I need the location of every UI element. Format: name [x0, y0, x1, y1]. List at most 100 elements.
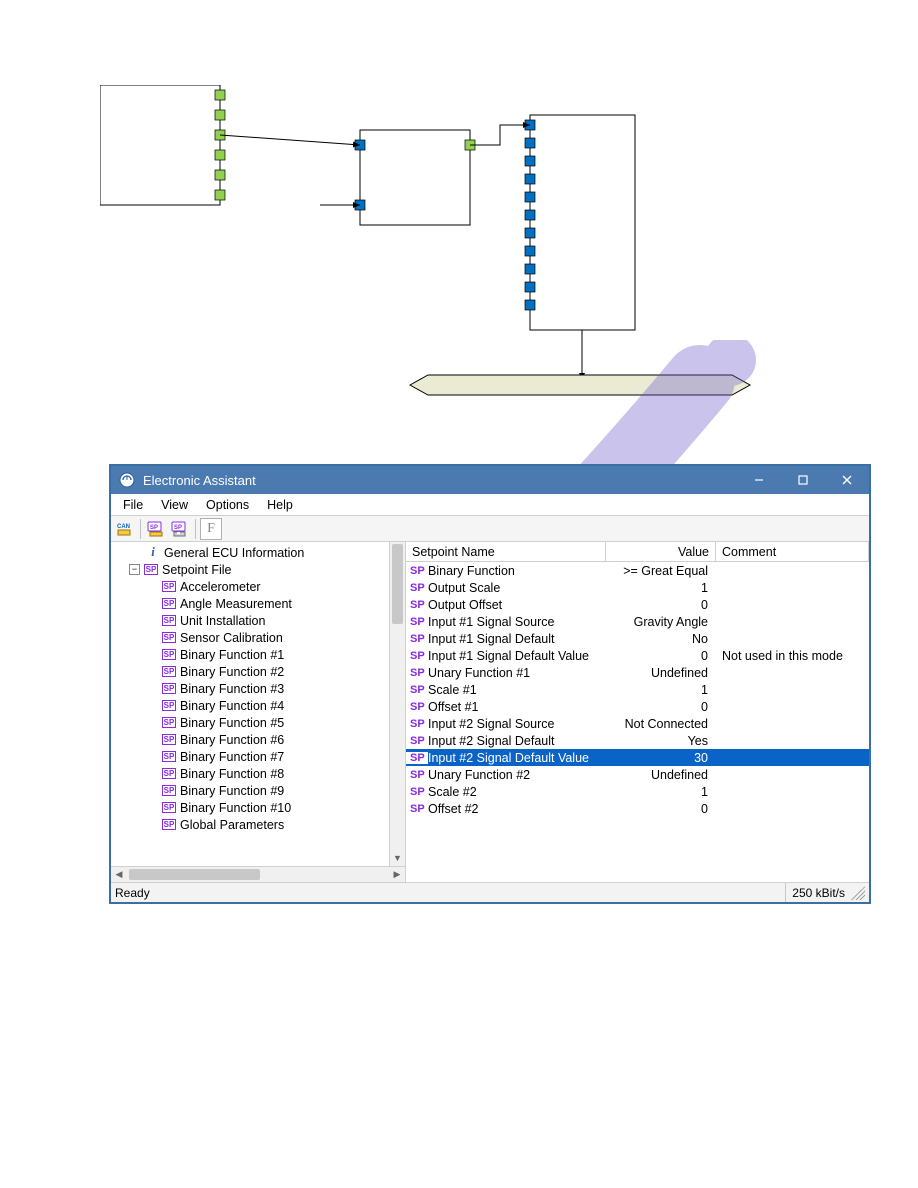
grid-row[interactable]: SPInput #1 Signal SourceGravity Angle: [406, 613, 869, 630]
tree-item-7[interactable]: SPBinary Function #4: [115, 697, 389, 714]
sp-prefix: SP: [406, 650, 428, 662]
grid-row[interactable]: SPUnary Function #2Undefined: [406, 766, 869, 783]
toolbar-sp-save-icon[interactable]: SP: [169, 518, 191, 540]
tree-label: Binary Function #2: [180, 665, 284, 679]
cell-name: Input #1 Signal Default: [428, 632, 606, 646]
tree-item-0[interactable]: SPAccelerometer: [115, 578, 389, 595]
cell-name: Offset #1: [428, 700, 606, 714]
tree-label: Binary Function #10: [180, 801, 291, 815]
tree-label: Binary Function #3: [180, 682, 284, 696]
toolbar-f-button[interactable]: F: [200, 518, 222, 540]
grid-row[interactable]: SPScale #11: [406, 681, 869, 698]
cell-value: 0: [606, 700, 716, 714]
cell-name: Input #2 Signal Default: [428, 734, 606, 748]
tree-item-5[interactable]: SPBinary Function #2: [115, 663, 389, 680]
tree-label: General ECU Information: [164, 546, 304, 560]
grid-row[interactable]: SPOffset #10: [406, 698, 869, 715]
cell-value: Gravity Angle: [606, 615, 716, 629]
grid-row[interactable]: SPInput #2 Signal SourceNot Connected: [406, 715, 869, 732]
tree-item-6[interactable]: SPBinary Function #3: [115, 680, 389, 697]
menu-file[interactable]: File: [115, 496, 151, 514]
toolbar: CAN SP SP F: [111, 516, 869, 542]
menu-help[interactable]: Help: [259, 496, 301, 514]
sp-prefix: SP: [406, 786, 428, 798]
grid-panel: Setpoint Name Value Comment SPBinary Fun…: [406, 542, 869, 882]
tree-view[interactable]: iGeneral ECU Information−SPSetpoint File…: [111, 542, 389, 866]
tree-item-11[interactable]: SPBinary Function #8: [115, 765, 389, 782]
tree-item-13[interactable]: SPBinary Function #10: [115, 799, 389, 816]
tree-label: Binary Function #7: [180, 750, 284, 764]
sp-prefix: SP: [406, 565, 428, 577]
tree-setpoint-file[interactable]: −SPSetpoint File: [115, 561, 389, 578]
tree-item-10[interactable]: SPBinary Function #7: [115, 748, 389, 765]
window-title: Electronic Assistant: [143, 473, 256, 488]
tree-label: Angle Measurement: [180, 597, 292, 611]
tree-item-4[interactable]: SPBinary Function #1: [115, 646, 389, 663]
minimize-button[interactable]: [737, 466, 781, 494]
toolbar-f-label: F: [207, 521, 215, 537]
tree-label: Binary Function #9: [180, 784, 284, 798]
tree-item-14[interactable]: SPGlobal Parameters: [115, 816, 389, 833]
cell-name: Input #1 Signal Default Value: [428, 649, 606, 663]
cell-value: Yes: [606, 734, 716, 748]
sp-icon: SP: [161, 648, 177, 662]
tree-item-9[interactable]: SPBinary Function #6: [115, 731, 389, 748]
cell-name: Input #1 Signal Source: [428, 615, 606, 629]
titlebar[interactable]: Electronic Assistant: [111, 466, 869, 494]
grid-row[interactable]: SPOutput Offset0: [406, 596, 869, 613]
tree-scrollbar-vertical[interactable]: ▲ ▼: [389, 542, 405, 866]
col-comment[interactable]: Comment: [716, 542, 869, 561]
cell-name: Input #2 Signal Default Value: [428, 751, 606, 765]
sp-icon: SP: [161, 801, 177, 815]
grid-row[interactable]: SPOffset #20: [406, 800, 869, 817]
tree-item-2[interactable]: SPUnit Installation: [115, 612, 389, 629]
setpoint-grid[interactable]: Setpoint Name Value Comment SPBinary Fun…: [406, 542, 869, 882]
menu-options[interactable]: Options: [198, 496, 257, 514]
toolbar-can-icon[interactable]: CAN: [114, 518, 136, 540]
cell-name: Unary Function #1: [428, 666, 606, 680]
tree-item-3[interactable]: SPSensor Calibration: [115, 629, 389, 646]
scroll-thumb[interactable]: [392, 544, 403, 624]
sp-prefix: SP: [406, 684, 428, 696]
tree-general-info[interactable]: iGeneral ECU Information: [115, 544, 389, 561]
scroll-down-icon[interactable]: ▼: [390, 850, 405, 866]
tree-label: Binary Function #1: [180, 648, 284, 662]
sp-icon: SP: [161, 767, 177, 781]
grid-row[interactable]: SPInput #2 Signal Default Value30: [406, 749, 869, 766]
tree-item-8[interactable]: SPBinary Function #5: [115, 714, 389, 731]
grid-row[interactable]: SPInput #2 Signal DefaultYes: [406, 732, 869, 749]
grid-row[interactable]: SPInput #1 Signal DefaultNo: [406, 630, 869, 647]
cell-value: >= Great Equal: [606, 564, 716, 578]
menubar: File View Options Help: [111, 494, 869, 516]
grid-row[interactable]: SPUnary Function #1Undefined: [406, 664, 869, 681]
cell-name: Input #2 Signal Source: [428, 717, 606, 731]
status-text: Ready: [115, 886, 150, 900]
cell-value: No: [606, 632, 716, 646]
sp-prefix: SP: [406, 701, 428, 713]
col-name[interactable]: Setpoint Name: [406, 542, 606, 561]
scroll-left-icon[interactable]: ◀: [111, 869, 127, 880]
tree-scrollbar-horizontal[interactable]: ◀ ▶: [111, 866, 405, 882]
maximize-button[interactable]: [781, 466, 825, 494]
collapse-icon[interactable]: −: [129, 564, 140, 575]
sp-icon: SP: [161, 699, 177, 713]
resize-grip-icon[interactable]: [851, 886, 865, 900]
close-button[interactable]: [825, 466, 869, 494]
tree-item-1[interactable]: SPAngle Measurement: [115, 595, 389, 612]
tree-item-12[interactable]: SPBinary Function #9: [115, 782, 389, 799]
scroll-thumb-h[interactable]: [129, 869, 260, 880]
sp-prefix: SP: [406, 582, 428, 594]
sp-icon: SP: [161, 631, 177, 645]
cell-value: 1: [606, 581, 716, 595]
grid-row[interactable]: SPInput #1 Signal Default Value0Not used…: [406, 647, 869, 664]
tree-label: Binary Function #4: [180, 699, 284, 713]
sp-icon: SP: [161, 597, 177, 611]
scroll-right-icon[interactable]: ▶: [389, 869, 405, 880]
grid-row[interactable]: SPBinary Function>= Great Equal: [406, 562, 869, 579]
sp-icon: SP: [161, 716, 177, 730]
grid-row[interactable]: SPScale #21: [406, 783, 869, 800]
toolbar-sp-open-icon[interactable]: SP: [145, 518, 167, 540]
col-value[interactable]: Value: [606, 542, 716, 561]
menu-view[interactable]: View: [153, 496, 196, 514]
grid-row[interactable]: SPOutput Scale1: [406, 579, 869, 596]
